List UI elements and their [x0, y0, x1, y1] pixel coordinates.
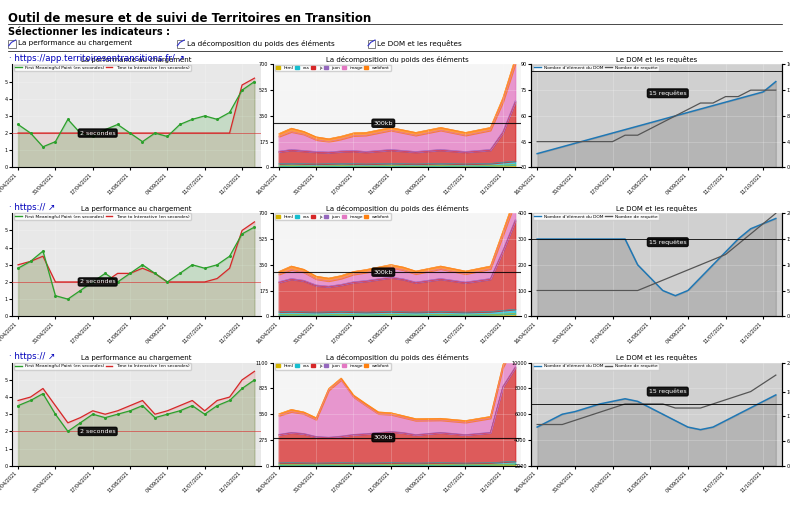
Legend: Nombre d'élément du DOM, Nombre de requête: Nombre d'élément du DOM, Nombre de requê…: [533, 363, 660, 370]
Text: 15 requêtes: 15 requêtes: [649, 239, 687, 245]
Title: Le DOM et les requêtes: Le DOM et les requêtes: [616, 354, 697, 361]
Text: · https:// ↗: · https:// ↗: [9, 352, 56, 361]
Text: · https://app.territoiresentransitions.fr/ ↗: · https://app.territoiresentransitions.f…: [9, 54, 185, 63]
Text: Sélectionner les indicateurs :: Sélectionner les indicateurs :: [8, 27, 170, 37]
Legend: Nombre d'élément du DOM, Nombre de requête: Nombre d'élément du DOM, Nombre de requê…: [533, 213, 660, 220]
Text: 15 requêtes: 15 requêtes: [649, 389, 687, 394]
Text: Le DOM et les requêtes: Le DOM et les requêtes: [378, 40, 462, 47]
Bar: [9, 40, 16, 48]
Bar: [177, 40, 185, 48]
Legend: html, css, js, json, image, webfont: html, css, js, json, image, webfont: [275, 213, 391, 220]
Text: 2 secondes: 2 secondes: [80, 429, 115, 434]
Text: 2 secondes: 2 secondes: [80, 279, 115, 285]
Title: La performance au chargement: La performance au chargement: [81, 355, 191, 361]
Legend: html, css, js, json, image, webfont: html, css, js, json, image, webfont: [275, 64, 391, 71]
Title: La performance au chargement: La performance au chargement: [81, 56, 191, 63]
Text: La performance au chargement: La performance au chargement: [18, 40, 132, 46]
Legend: Nombre d'élément du DOM, Nombre de requête: Nombre d'élément du DOM, Nombre de requê…: [533, 64, 660, 71]
Title: Le DOM et les requêtes: Le DOM et les requêtes: [616, 204, 697, 212]
Title: La décomposition du poids des éléments: La décomposition du poids des éléments: [325, 55, 468, 63]
Title: Le DOM et les requêtes: Le DOM et les requêtes: [616, 55, 697, 63]
Legend: First Meaningful Paint (en secondes), Time to Interactive (en secondes): First Meaningful Paint (en secondes), Ti…: [14, 213, 191, 220]
Text: 300kb: 300kb: [374, 270, 393, 275]
Bar: [367, 40, 375, 48]
Legend: First Meaningful Paint (en secondes), Time to Interactive (en secondes): First Meaningful Paint (en secondes), Ti…: [14, 363, 191, 370]
Text: 300kb: 300kb: [374, 435, 393, 440]
Legend: html, css, js, json, image, webfont: html, css, js, json, image, webfont: [275, 363, 391, 370]
Text: 15 requêtes: 15 requêtes: [649, 90, 687, 96]
Title: La décomposition du poids des éléments: La décomposition du poids des éléments: [325, 204, 468, 212]
Title: La performance au chargement: La performance au chargement: [81, 205, 191, 212]
Legend: First Meaningful Paint (en secondes), Time to Interactive (en secondes): First Meaningful Paint (en secondes), Ti…: [14, 64, 191, 71]
Text: · https:// ↗: · https:// ↗: [9, 203, 56, 212]
Text: Outil de mesure et de suivi de Territoires en Transition: Outil de mesure et de suivi de Territoir…: [8, 12, 371, 25]
Text: La décomposition du poids des éléments: La décomposition du poids des éléments: [186, 40, 334, 47]
Title: La décomposition du poids des éléments: La décomposition du poids des éléments: [325, 354, 468, 361]
Text: 300kb: 300kb: [374, 121, 393, 126]
Text: 2 secondes: 2 secondes: [80, 130, 115, 136]
